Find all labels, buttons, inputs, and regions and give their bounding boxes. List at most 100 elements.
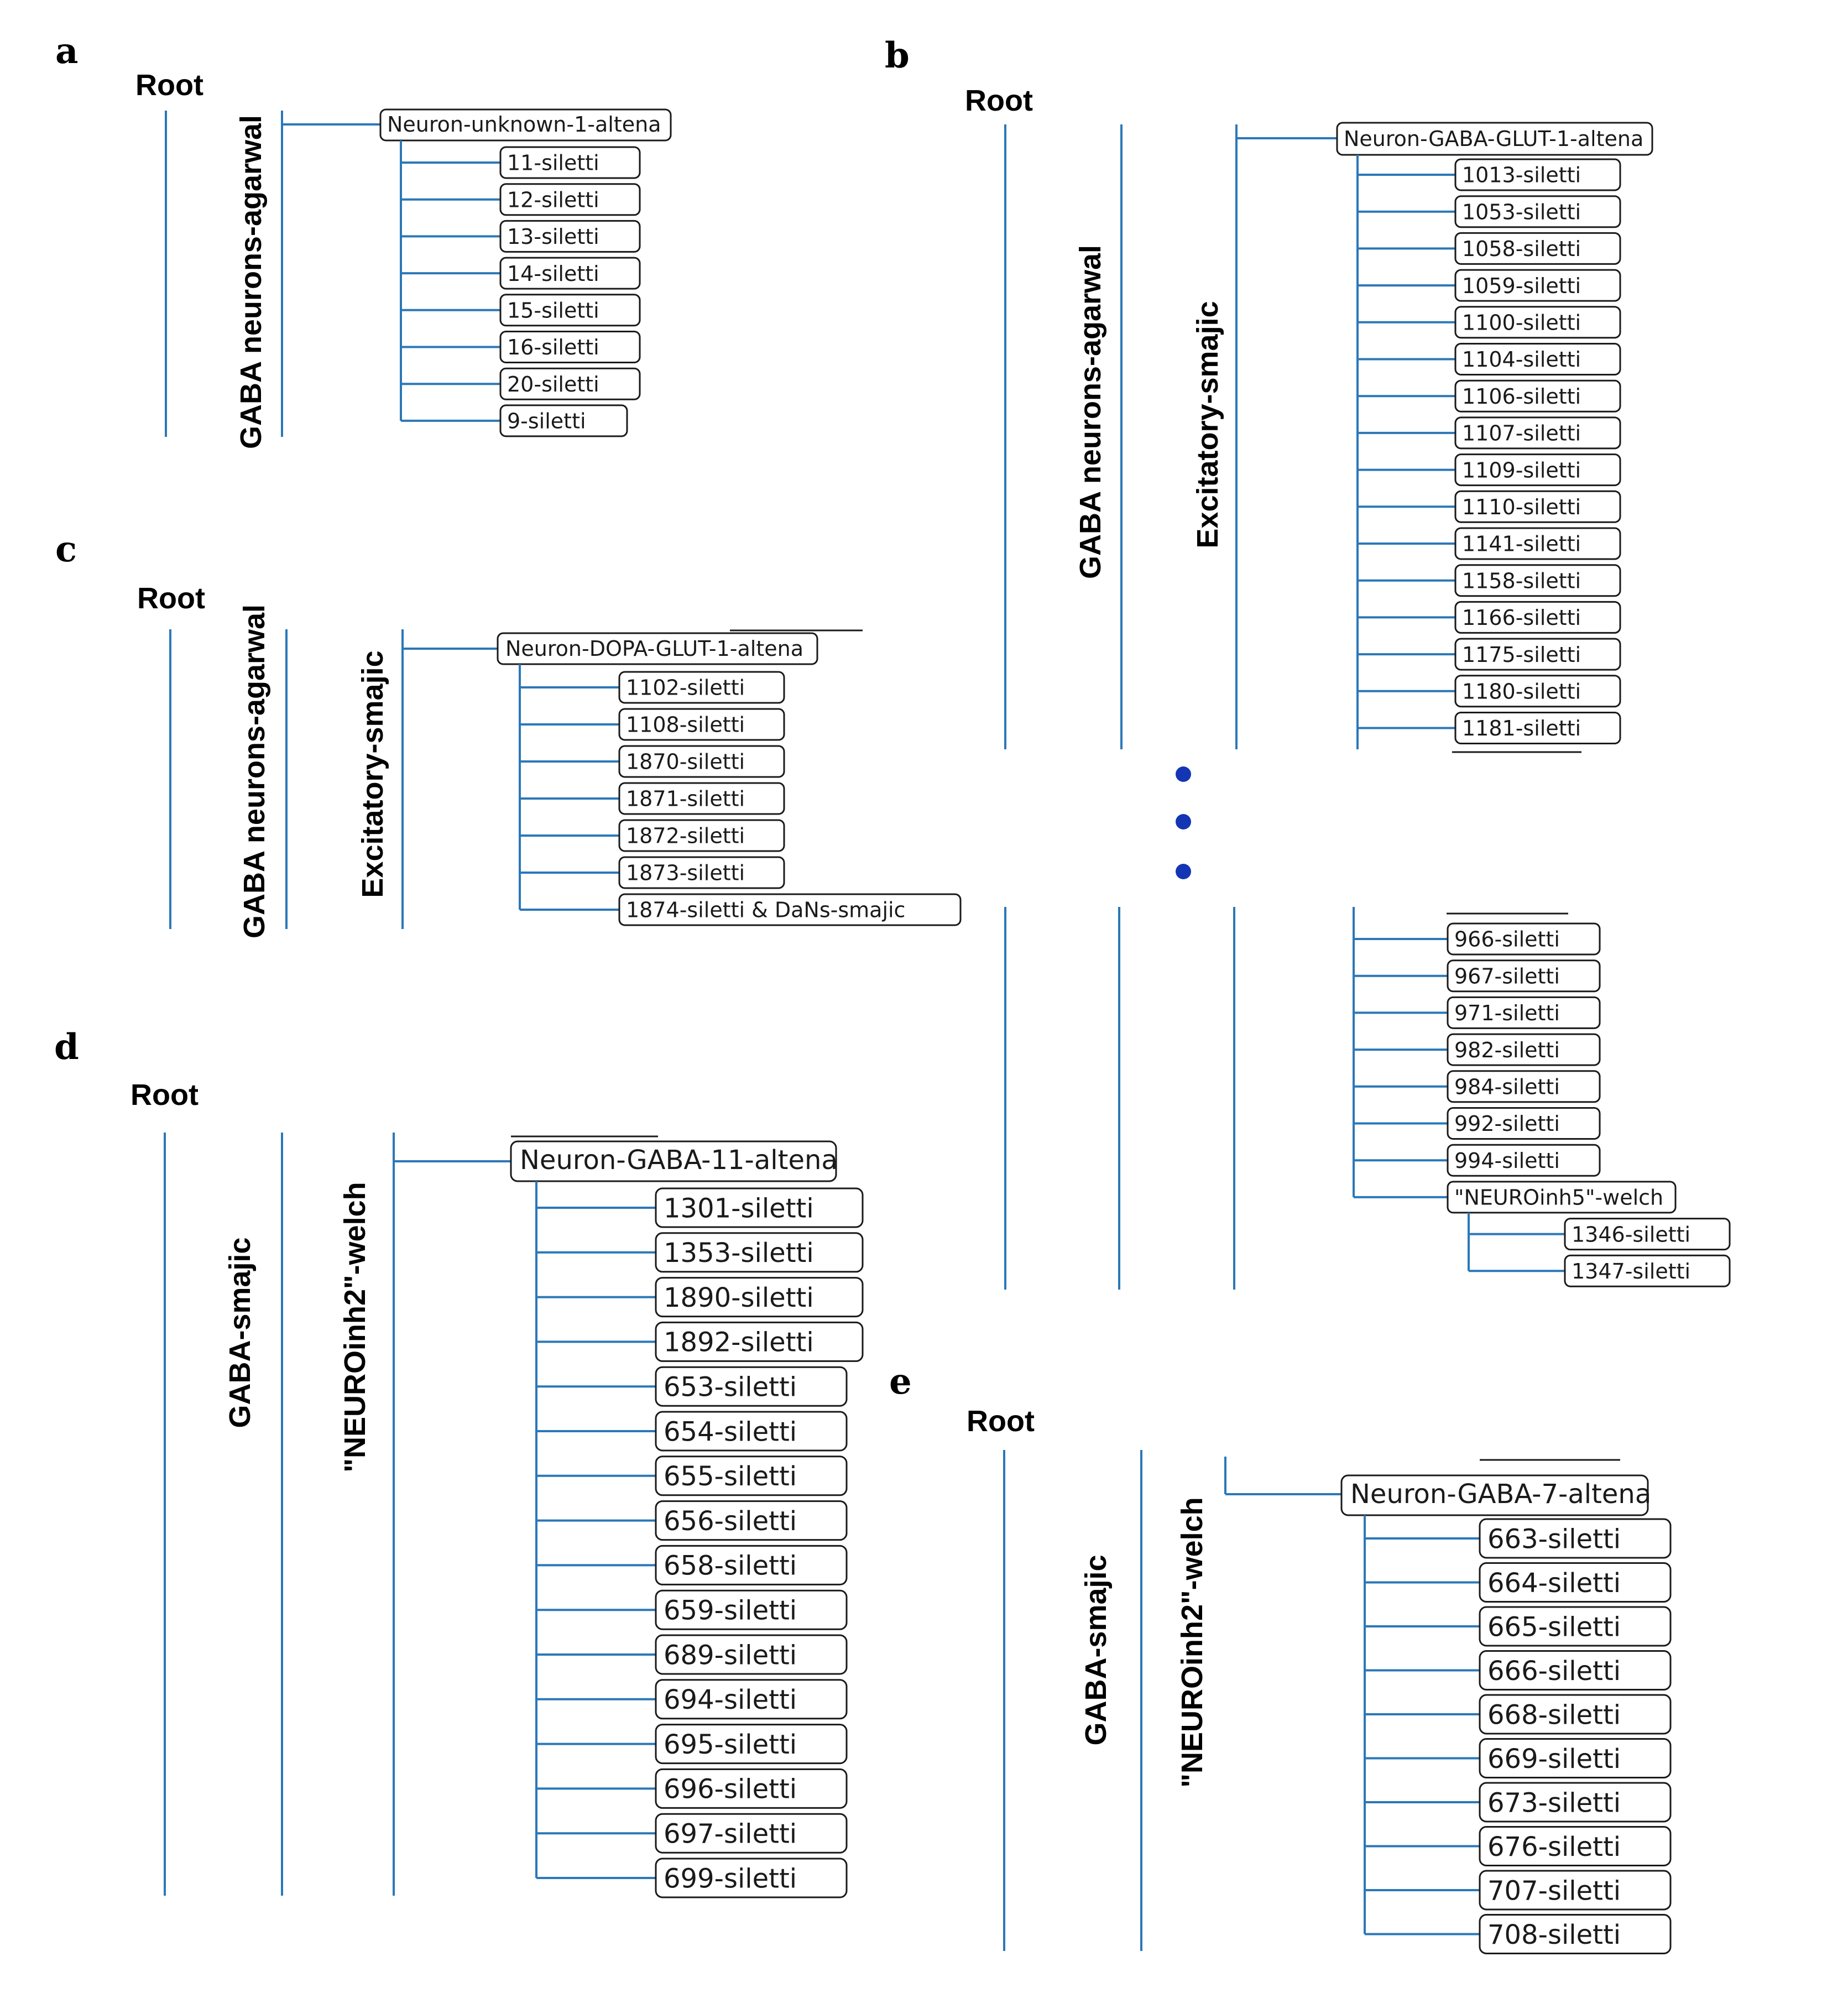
parent-node-label: Neuron-GABA-11-altena — [520, 1145, 838, 1176]
panel-e: e Root GABA-smajic "NEUROinh2"-welch Neu… — [889, 1361, 1672, 1954]
child-node-label: 708-siletti — [1487, 1919, 1621, 1950]
child-node-box — [1447, 959, 1601, 993]
child-node-label: 1053-siletti — [1462, 200, 1581, 224]
child-node-box — [1479, 1694, 1672, 1735]
child-node-box — [499, 331, 641, 363]
child-node-box — [1454, 416, 1621, 450]
parent-node-label: Neuron-GABA-GLUT-1-altena — [1344, 127, 1643, 151]
parent-node-b: Neuron-GABA-GLUT-1-altena — [1336, 122, 1653, 156]
panel-letter-d: d — [54, 1026, 79, 1068]
child-node-box — [499, 183, 641, 216]
child-node-label: 12-siletti — [507, 187, 599, 212]
child-node-box — [499, 220, 641, 253]
child-node-box — [1447, 1070, 1601, 1103]
child-node-box — [1479, 1562, 1672, 1603]
child-node-box — [1447, 996, 1601, 1029]
child-node-box — [1454, 306, 1621, 339]
child-node-box — [618, 782, 785, 815]
child-node-label: 695-siletti — [664, 1729, 797, 1760]
child-node-label: 13-siletti — [507, 225, 599, 249]
parent-node-label: Neuron-DOPA-GLUT-1-altena — [505, 636, 803, 661]
child-node-box — [1447, 1107, 1601, 1140]
child-node-box — [499, 404, 628, 437]
child-node-label: 1102-siletti — [626, 676, 745, 700]
child-node-label: 984-siletti — [1454, 1074, 1560, 1099]
level-label-c-2: Excitatory-smajic — [356, 650, 389, 898]
root-label-e: Root — [967, 1405, 1035, 1438]
child-node-label: 992-siletti — [1454, 1112, 1560, 1136]
child-node-box — [499, 257, 641, 290]
child-node-label: 655-siletti — [664, 1461, 797, 1492]
child-node-label: 654-siletti — [664, 1416, 797, 1447]
child-node-label: 1058-siletti — [1462, 237, 1581, 261]
child-node-label: 982-siletti — [1454, 1038, 1560, 1062]
ellipsis-dot-1 — [1176, 766, 1191, 782]
child-node-box — [618, 856, 785, 889]
panel-b: b Root GABA neurons-agarwal Excitatory-s… — [885, 35, 1731, 1290]
root-label-a: Root — [135, 69, 203, 102]
child-node-label: 1890-siletti — [664, 1282, 814, 1313]
child-node-label: "NEUROinh5"-welch — [1454, 1186, 1663, 1210]
child-node-box — [1447, 1181, 1677, 1214]
level-label-c-1: GABA neurons-agarwal — [238, 604, 271, 938]
child-node-label: 697-siletti — [664, 1818, 797, 1849]
child-node-label: 1347-siletti — [1572, 1259, 1690, 1284]
child-node-label: 663-siletti — [1487, 1524, 1621, 1554]
child-node-box — [1447, 922, 1601, 956]
panel-c: c Root GABA neurons-agarwal Excitatory-s… — [55, 529, 962, 938]
level-label-b-1: GABA neurons-agarwal — [1074, 245, 1107, 579]
child-node-label: 9-siletti — [507, 409, 586, 434]
child-node-box — [499, 294, 641, 327]
children-c: 1102-siletti 1108-siletti 1870-siletti 1871… — [519, 664, 962, 926]
level-label-b-2: Excitatory-smajic — [1191, 301, 1224, 548]
child-node-label: 1870-siletti — [626, 750, 745, 774]
child-node-box — [1479, 1826, 1672, 1866]
child-node-label: 11-siletti — [507, 151, 599, 175]
child-node-box — [655, 1545, 848, 1585]
child-node-box — [655, 1724, 848, 1765]
parent-node-label: Neuron-GABA-7-altena — [1350, 1479, 1651, 1510]
panel-letter-c: c — [55, 529, 77, 570]
child-node-box — [655, 1679, 848, 1720]
level-label-e-1: GABA-smajic — [1079, 1554, 1113, 1745]
child-node-box — [1454, 379, 1621, 413]
children-b-lower: 966-siletti 967-siletti 971-siletti 982-sil… — [1353, 907, 1731, 1287]
child-node-label: 967-siletti — [1454, 964, 1560, 988]
child-node-box — [1447, 1033, 1601, 1066]
child-node-label: 1110-siletti — [1462, 495, 1581, 519]
level-label-d-2: "NEUROinh2"-welch — [338, 1182, 372, 1472]
ellipsis-dot-2 — [1176, 814, 1191, 829]
child-node-label: 659-siletti — [664, 1595, 797, 1626]
root-label-c: Root — [137, 582, 205, 615]
child-node-box — [1479, 1606, 1672, 1647]
child-node-label: 1141-siletti — [1462, 532, 1581, 556]
child-node-label: 1892-siletti — [664, 1327, 814, 1358]
child-node-label: 1104-siletti — [1462, 347, 1581, 372]
child-node-box — [655, 1277, 864, 1318]
panel-a: a Root GABA neurons-agarwal Neuron-unkno… — [55, 30, 672, 449]
panel-letter-b: b — [885, 35, 910, 76]
child-node-box — [1454, 453, 1621, 487]
child-node-box — [1479, 1914, 1672, 1954]
children-e: 663-siletti 664-siletti 665-siletti 666-sil… — [1364, 1515, 1672, 1954]
child-node-box — [655, 1411, 848, 1452]
child-node-label: 707-siletti — [1487, 1875, 1621, 1906]
clipped-box-b-top — [1452, 748, 1581, 759]
child-node-label: 15-siletti — [507, 298, 599, 322]
children-a: 11-siletti 12-siletti 13-siletti 14-siletti… — [400, 140, 641, 437]
child-node-box — [1454, 527, 1621, 560]
child-node-label: 1175-siletti — [1462, 643, 1581, 667]
panel-letter-a: a — [55, 30, 78, 72]
child-node-box — [1564, 1218, 1731, 1251]
child-node-box — [655, 1455, 848, 1496]
child-node-box — [1454, 232, 1621, 265]
child-node-label: 669-siletti — [1487, 1744, 1621, 1775]
child-node-label: 1353-siletti — [664, 1238, 814, 1269]
child-node-label: 1108-siletti — [626, 713, 745, 737]
child-node-box — [1454, 601, 1621, 634]
child-node-label: 1874-siletti & DaNs-smajic — [626, 898, 905, 922]
child-node-box — [1454, 343, 1621, 375]
child-node-box — [1479, 1870, 1672, 1911]
child-node-label: 694-siletti — [664, 1684, 797, 1715]
